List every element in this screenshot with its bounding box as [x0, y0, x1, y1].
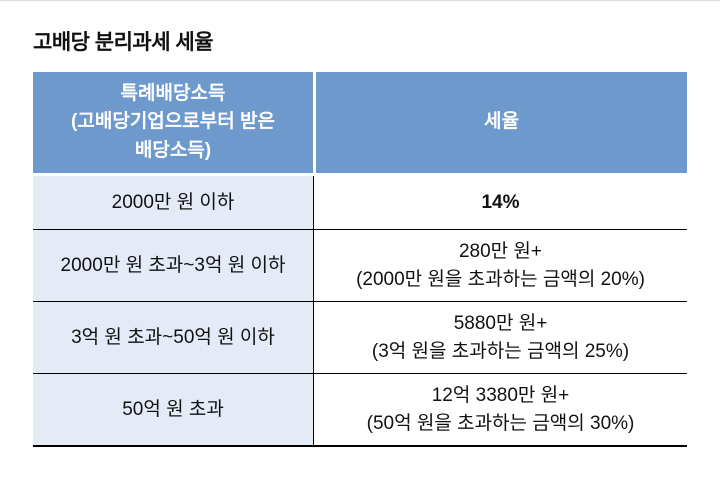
table-row: 2000만 원 초과~3억 원 이하 280만 원+ (2000만 원을 초과하…	[33, 229, 687, 301]
table-row: 2000만 원 이하 14%	[33, 176, 687, 229]
table-row: 3억 원 초과~50억 원 이하 5880만 원+ (3억 원을 초과하는 금액…	[33, 301, 687, 373]
rate-cell: 5880만 원+ (3억 원을 초과하는 금액의 25%)	[313, 302, 687, 373]
page-top-divider	[0, 0, 720, 1]
rate-cell: 12억 3380만 원+ (50억 원을 초과하는 금액의 30%)	[313, 374, 687, 445]
table-body: 2000만 원 이하 14% 2000만 원 초과~3억 원 이하 280만 원…	[33, 176, 687, 447]
table-header-row: 특례배당소득 (고배당기업으로부터 받은 배당소득) 세율	[33, 72, 687, 173]
rate-cell: 14%	[313, 176, 687, 229]
header-cell-income: 특례배당소득 (고배당기업으로부터 받은 배당소득)	[33, 72, 313, 173]
range-cell: 50억 원 초과	[33, 374, 313, 445]
range-cell: 2000만 원 이하	[33, 176, 313, 229]
table-row: 50억 원 초과 12억 3380만 원+ (50억 원을 초과하는 금액의 3…	[33, 373, 687, 445]
page-title: 고배당 분리과세 세율	[33, 31, 214, 54]
header-cell-rate: 세율	[316, 72, 687, 173]
dividend-tax-rate-table: 특례배당소득 (고배당기업으로부터 받은 배당소득) 세율 2000만 원 이하…	[33, 72, 687, 447]
range-cell: 2000만 원 초과~3억 원 이하	[33, 230, 313, 301]
range-cell: 3억 원 초과~50억 원 이하	[33, 302, 313, 373]
rate-cell: 280만 원+ (2000만 원을 초과하는 금액의 20%)	[313, 230, 687, 301]
